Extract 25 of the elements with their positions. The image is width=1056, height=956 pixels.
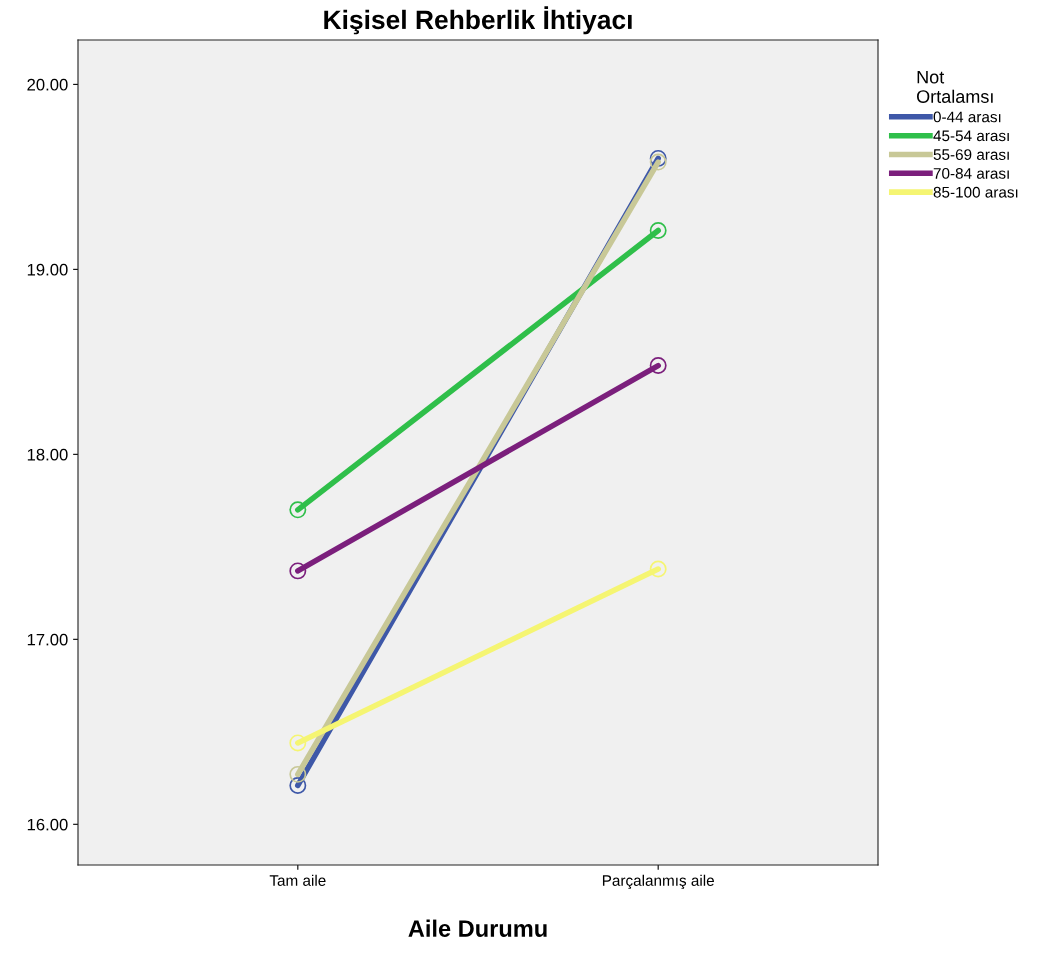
legend-label: 45-54 arası bbox=[933, 130, 1009, 142]
point bbox=[649, 149, 667, 167]
y-tick-label: 19.00 bbox=[27, 263, 68, 276]
y-tick-label: 17.00 bbox=[27, 633, 68, 646]
legend-label: 85-100 arası bbox=[933, 186, 1018, 198]
point bbox=[649, 560, 667, 578]
point bbox=[289, 501, 307, 519]
y-tick-label: 20.00 bbox=[27, 78, 68, 91]
point bbox=[289, 765, 307, 783]
point bbox=[289, 734, 307, 752]
point bbox=[289, 562, 307, 580]
point bbox=[649, 153, 667, 171]
legend-title: Not Ortalamsı bbox=[916, 70, 993, 103]
legend-label: 55-69 arası bbox=[933, 149, 1009, 160]
point bbox=[289, 776, 307, 794]
y-tick-label: 16.00 bbox=[27, 818, 68, 831]
x-axis-title: Aile Durumu bbox=[408, 919, 547, 937]
chart-title: Kişisel Rehberlik İhtiyacı bbox=[324, 6, 632, 35]
legend-label: 70-84 arası bbox=[933, 167, 1009, 179]
x-tick-label: Tam aile bbox=[269, 874, 326, 886]
x-tick-label: Parçalanmış aile bbox=[602, 874, 714, 890]
y-tick-label: 18.00 bbox=[27, 448, 68, 461]
point bbox=[649, 222, 667, 240]
point bbox=[649, 357, 667, 375]
legend-label: 0-44 arası bbox=[933, 111, 1001, 123]
